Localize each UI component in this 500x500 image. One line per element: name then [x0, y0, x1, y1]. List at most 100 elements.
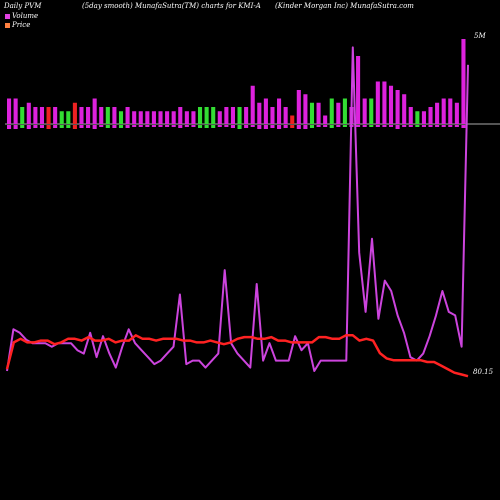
volume-bar-up — [59, 111, 64, 124]
volume-bar-down — [356, 125, 361, 127]
volume-bar-down — [421, 125, 426, 127]
volume-bar-up — [283, 107, 288, 124]
volume-max-label: 5M — [474, 32, 486, 40]
volume-bar-up — [356, 56, 361, 124]
volume-bar-down — [72, 125, 77, 129]
volume-bar-up — [191, 111, 196, 124]
volume-bar-down — [296, 125, 301, 129]
volume-bar-up — [184, 111, 189, 124]
volume-bar-up — [270, 107, 275, 124]
volume-bar-up — [178, 107, 183, 124]
volume-bar-up — [53, 107, 58, 124]
volume-bar-up — [290, 115, 295, 124]
volume-bar-up — [263, 98, 268, 124]
volume-bar-up — [408, 107, 413, 124]
volume-bar-down — [79, 125, 84, 128]
volume-bar-up — [375, 81, 380, 124]
volume-bar-down — [118, 125, 124, 128]
volume-bar-up — [244, 107, 249, 124]
volume-bar-down — [138, 125, 143, 127]
volume-bar-down — [86, 125, 91, 128]
legend-volume-swatch — [5, 13, 10, 19]
volume-bar-down — [165, 125, 170, 127]
volume-bar-down — [20, 125, 25, 128]
volume-bar-up — [323, 115, 328, 124]
volume-bar-down — [92, 125, 97, 129]
volume-bar-down — [336, 125, 341, 127]
volume-bar-down — [303, 125, 308, 129]
volume-bar-down — [191, 125, 196, 127]
volume-bar-down — [132, 125, 137, 127]
volume-bar-up — [369, 98, 374, 124]
volume-bar-up — [277, 98, 282, 124]
volume-bar-up — [382, 81, 387, 124]
volume-bar-down — [237, 125, 242, 129]
volume-bar-down — [178, 125, 183, 128]
volume-bar-down — [59, 125, 64, 128]
volume-bar-up — [197, 107, 203, 124]
volume-bar-up — [105, 107, 110, 124]
volume-bar-up — [72, 102, 77, 124]
volume-bar-down — [171, 125, 176, 127]
volume-bar-down — [224, 125, 229, 127]
volume-bar-down — [217, 125, 222, 127]
volume-bar-up — [211, 107, 216, 124]
legend-volume: Volume — [5, 12, 38, 20]
volume-bar-down — [402, 125, 407, 127]
legend-volume-label: Volume — [12, 12, 39, 20]
volume-bar-up — [7, 98, 12, 124]
volume-bar-up — [171, 111, 176, 124]
legend-price-label: Price — [12, 21, 31, 29]
volume-bar-down — [33, 125, 38, 128]
volume-bar-up — [441, 98, 446, 124]
volume-bar-down — [369, 125, 374, 127]
volume-bar-up — [388, 85, 394, 124]
volume-bar-up — [342, 98, 347, 124]
volume-bar-down — [204, 125, 209, 128]
volume-bar-down — [415, 125, 420, 127]
volume-bar-up — [309, 102, 315, 124]
volume-bar-down — [13, 125, 18, 129]
volume-bar-up — [165, 111, 170, 124]
volume-bar-up — [145, 111, 150, 124]
volume-bar-down — [408, 125, 413, 127]
volume-bar-up — [125, 107, 130, 124]
volume-bar-up — [257, 102, 262, 124]
volume-bar-up — [39, 107, 45, 124]
volume-bar-up — [66, 111, 71, 124]
volume-bar-down — [230, 125, 235, 128]
volume-bar-down — [250, 125, 255, 127]
volume-bar-up — [237, 107, 242, 124]
volume-bar-down — [448, 125, 453, 127]
price-line — [5, 334, 469, 378]
volume-bar-up — [296, 90, 301, 124]
volume-bar-down — [66, 125, 71, 128]
chart-header-right: (Kinder Morgan Inc) MunafaSutra.com — [275, 2, 414, 10]
volume-bar-up — [395, 90, 400, 124]
volume-bar-down — [99, 125, 104, 127]
volume-bar-up — [329, 98, 334, 124]
volume-bar-up — [336, 102, 341, 124]
volume-bar-down — [309, 125, 315, 128]
volume-bar-up — [250, 85, 255, 124]
volume-bar-up — [362, 98, 367, 124]
volume-bar-up — [86, 107, 91, 124]
volume-bar-down — [454, 125, 459, 127]
volume-bar-down — [395, 125, 400, 129]
volume-bar-down — [53, 125, 58, 128]
volume-bar-down — [112, 125, 117, 128]
volume-bar-up — [448, 98, 453, 124]
price-last-label: 80.15 — [473, 368, 494, 376]
volume-bar-up — [461, 39, 466, 124]
volume-bar-down — [428, 125, 433, 127]
volume-bar-up — [224, 107, 229, 124]
volume-bar-up — [303, 94, 308, 124]
volume-bar-up — [421, 111, 426, 124]
volume-bar-up — [415, 111, 420, 124]
volume-bar-down — [461, 125, 466, 128]
volume-bar-down — [323, 125, 328, 127]
volume-bar-up — [33, 107, 38, 124]
volume-bar-down — [290, 125, 295, 128]
volume-bar-down — [263, 125, 268, 129]
volume-bar-up — [92, 98, 97, 124]
